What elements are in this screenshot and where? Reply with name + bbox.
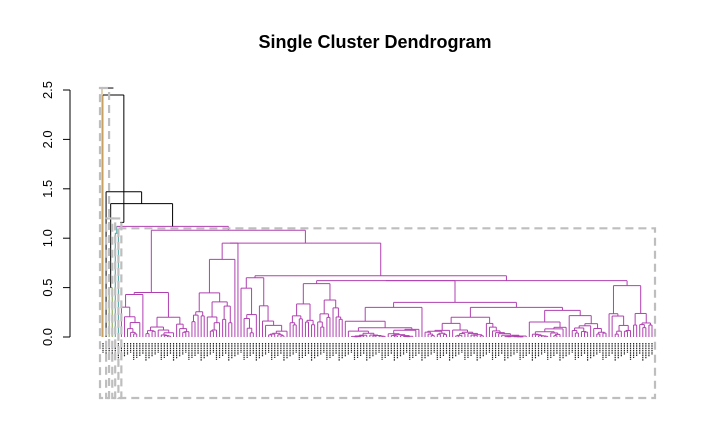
dendrogram-branches: [101, 87, 653, 338]
y-tick-label: 2.5: [40, 81, 55, 99]
y-tick-label: 1.5: [40, 180, 55, 198]
y-tick-label: 0.0: [40, 328, 55, 346]
cluster-box: [98, 86, 111, 400]
leaf-labels: [102, 343, 653, 361]
y-tick-label: 0.5: [40, 279, 55, 297]
y-tick-label: 2.0: [40, 130, 55, 148]
cluster-box: [105, 217, 117, 400]
y-tick-label: 1.0: [40, 229, 55, 247]
y-axis: 0.0 0.5 1.0 1.5 2.0 2.5: [40, 81, 71, 346]
cluster-boxes: [98, 86, 657, 400]
cluster-box: [111, 217, 123, 400]
chart-title: Single Cluster Dendrogram: [258, 32, 491, 52]
cluster-box: [117, 227, 657, 400]
